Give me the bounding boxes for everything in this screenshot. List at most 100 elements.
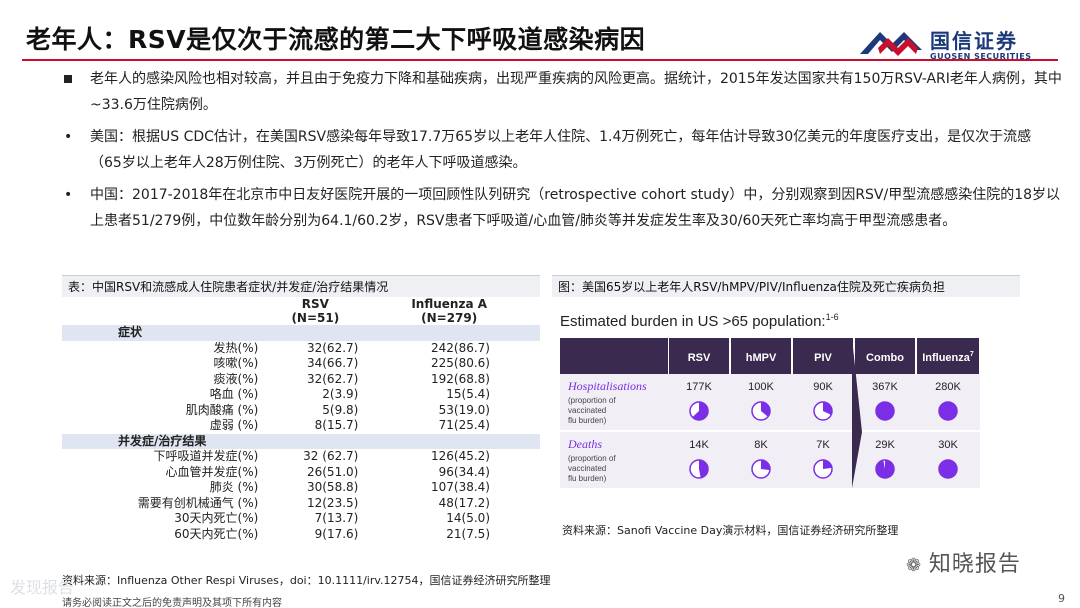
rsv-cell: 26(51.0) (306, 464, 359, 479)
combo-arrow-icon (852, 338, 862, 488)
rsv-cell: 2(3.9) (322, 387, 359, 401)
column-header-text: Combo (866, 352, 904, 364)
figure-source: 资料来源：Sanofi Vaccine Day演示材料，国信证券经济研究所整理 (562, 524, 899, 537)
column-header-bg (669, 338, 729, 374)
row-sublabel: vaccinated (568, 406, 606, 415)
row-sublabel: (proportion of (568, 454, 616, 463)
header-flu-n: (N=279) (421, 311, 478, 325)
burden-pie-full (939, 460, 957, 478)
section-label: 症状 (62, 325, 540, 341)
burden-value: 29K (875, 439, 895, 451)
column-header-bg (793, 338, 853, 374)
column-header-text: RSV (688, 352, 711, 364)
header-rsv: RSV (N=51) (272, 297, 358, 325)
flu-cell: 53(19.0) (438, 402, 490, 417)
table-row: 发热(%) 32(62.7) 242(86.7) (62, 341, 540, 357)
row-label: 下呼吸道并发症(%) (153, 449, 259, 463)
flu-cell: 71(25.4) (438, 418, 490, 432)
table-row: 痰液(%) 32(62.7) 192(68.8) (62, 372, 540, 388)
burden-pie-slice (761, 402, 770, 417)
burden-value: 100K (748, 381, 774, 393)
column-header-rsv: RSV (688, 352, 711, 364)
burden-pie-slice (692, 402, 708, 420)
row-label: 肺炎 (%) (209, 480, 259, 494)
flu-cell: 21(7.5) (446, 526, 490, 541)
rsv-cell: 32(62.7) (306, 340, 359, 355)
column-header-hmpv: hMPV (746, 352, 777, 364)
row-label: 痰液(%) (213, 371, 259, 386)
symptom-table-panel: 表：中国RSV和流感成人住院患者症状/并发症/治疗结果情况 RSV (N=51) … (62, 275, 540, 590)
footer-disclaimer: 请务必阅读正文之后的免责声明及其项下所有内容 (62, 598, 282, 608)
table-row: 30天内死亡(%) 7(13.7) 14(5.0) (62, 511, 540, 527)
column-header-piv: PIV (814, 352, 832, 364)
table-caption: 表：中国RSV和流感成人住院患者症状/并发症/治疗结果情况 (62, 275, 540, 297)
row-label: 60天内死亡(%) (174, 526, 259, 541)
bullet-text: 美国：根据US CDC估计，在美国RSV感染每年导致17.7万65岁以上老年人住… (90, 129, 1032, 171)
flu-cell: 14(5.0) (446, 511, 490, 525)
rsv-cell: 32(62.7) (306, 371, 359, 386)
row-label: 肌肉酸痛 (%) (185, 402, 259, 417)
table-row: 下呼吸道并发症(%) 32 (62.7) 126(45.2) (62, 449, 540, 465)
column-header-bg (731, 338, 791, 374)
symptom-table: RSV (N=51) Influenza A (N=279) 症状 发热(%) 32(6… (62, 297, 540, 542)
burden-value: 14K (689, 439, 709, 451)
header-rsv-label: RSV (301, 297, 329, 311)
header-band-blank (560, 338, 668, 374)
rsv-cell: 12(23.5) (306, 495, 359, 510)
flu-cell: 107(38.4) (431, 480, 490, 494)
table-row: 咯血 (%) 2(3.9) 15(5.4) (62, 387, 540, 403)
column-header-bg (855, 338, 915, 374)
burden-pie-slice (823, 460, 832, 469)
bullet-list: 老年人的感染风险也相对较高，并且由于免疫力下降和基础疾病，出现严重疾病的风险更高… (62, 66, 1062, 240)
table-row: 心血管并发症(%) 26(51.0) 96(34.4) (62, 465, 540, 481)
rsv-cell: 30(58.8) (306, 480, 359, 494)
table-row: 60天内死亡(%) 9(17.6) 21(7.5) (62, 527, 540, 543)
bullet-item: • 中国：2017-2018年在北京市中日友好医院开展的一项回顾性队列研究（re… (62, 182, 1062, 234)
column-header-text: PIV (814, 352, 832, 364)
rsv-cell: 8(15.7) (314, 418, 359, 432)
burden-figure: Estimated burden in US >65 population:1-… (560, 312, 980, 488)
table-section-row: 症状 (62, 325, 540, 341)
burden-value: 8K (754, 439, 768, 451)
rsv-cell: 5(9.8) (322, 402, 359, 417)
page-title: 老年人：RSV是仅次于流感的第二大下呼吸道感染病因 (26, 25, 646, 54)
burden-pie-slice (875, 460, 894, 478)
guosen-logo-icon (860, 32, 922, 56)
burden-value: 30K (938, 439, 958, 451)
column-header-influenza: Influenza7 (922, 351, 974, 364)
rsv-cell: 9(17.6) (314, 526, 359, 541)
burden-pie-slice (699, 460, 709, 478)
burden-value: 90K (813, 381, 833, 393)
flu-cell: 242(86.7) (431, 340, 490, 355)
watermark-right: ❁ 知晓报告 (906, 546, 1021, 578)
row-label: 30天内死亡(%) (174, 511, 259, 525)
table-row: 肌肉酸痛 (%) 5(9.8) 53(19.0) (62, 403, 540, 419)
burden-value: 280K (935, 381, 961, 393)
flu-cell: 48(17.2) (438, 495, 490, 510)
table-source: 资料来源：Influenza Other Respi Viruses，doi：1… (62, 574, 551, 587)
header-rsv-n: (N=51) (291, 311, 340, 325)
figure-heading: Estimated burden in US >65 population:1-… (560, 312, 839, 330)
rsv-cell: 32 (62.7) (303, 449, 359, 463)
burden-value: 7K (816, 439, 830, 451)
row-label-1: Deaths (567, 437, 602, 451)
rsv-cell: 7(13.7) (314, 511, 359, 525)
row-label: 咳嗽(%) (213, 356, 259, 370)
table-row: 肺炎 (%) 30(58.8) 107(38.4) (62, 480, 540, 496)
table-row: 需要有创机械通气 (%) 12(23.5) 48(17.2) (62, 496, 540, 512)
flu-cell: 126(45.2) (431, 449, 490, 463)
dot-bullet-icon: • (64, 187, 73, 203)
row-label: 心血管并发症(%) (165, 464, 259, 479)
logo-text-cn: 国信证券 (930, 29, 1018, 53)
flu-cell: 96(34.4) (438, 464, 490, 479)
dot-bullet-icon: • (64, 129, 73, 145)
row-label: 发热(%) (213, 340, 259, 355)
flu-cell: 192(68.8) (431, 371, 490, 386)
row-label-0: Hospitalisations (567, 379, 647, 393)
column-header-combo: Combo (866, 352, 904, 364)
table-row: 虚弱 (%) 8(15.7) 71(25.4) (62, 418, 540, 434)
burden-pie-full (876, 402, 894, 420)
page-number: 9 (1058, 592, 1065, 605)
table-section-row: 并发症/治疗结果 (62, 433, 540, 449)
row-label: 咯血 (%) (209, 387, 259, 401)
